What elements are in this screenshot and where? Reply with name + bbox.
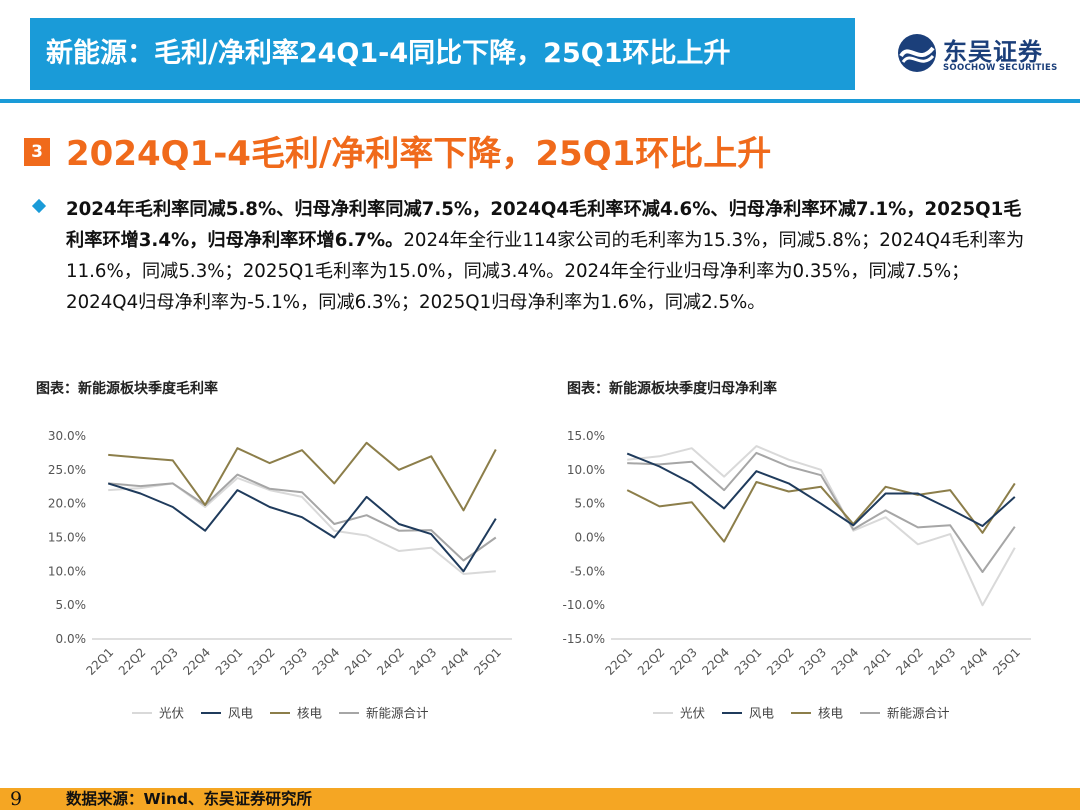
x-tick-label: 25Q1	[471, 645, 504, 678]
legend-item: 光伏	[653, 706, 706, 721]
legend-label: 新能源合计	[366, 706, 429, 721]
x-tick-label: 22Q1	[602, 645, 635, 678]
summary-bold-text: 2024年毛利率同减5.8%、归母净利率同减7.5%，2024Q4毛利率环减4.…	[66, 199, 1022, 251]
x-tick-label: 23Q3	[796, 645, 829, 678]
x-tick-label: 24Q1	[861, 645, 894, 678]
legend-item: 核电	[270, 706, 323, 721]
soochow-logo: 东吴证券 SOOCHOW SECURITIES	[895, 30, 1065, 78]
legend-item: 核电	[791, 706, 844, 721]
series-line-1	[107, 482, 497, 573]
x-tick-label: 24Q2	[374, 645, 407, 678]
y-tick-label: 15.0%	[567, 429, 605, 443]
x-tick-label: 23Q1	[732, 645, 765, 678]
y-tick-label: -5.0%	[570, 564, 605, 578]
section-number-badge: 3	[24, 138, 50, 166]
y-tick-label: 5.0%	[575, 497, 606, 511]
summary-normal-text: 2024年全行业114家公司的毛利率为15.3%，同减5.8%；2024Q4毛利…	[66, 230, 1025, 313]
y-tick-label: -15.0%	[563, 632, 605, 646]
x-tick-label: 24Q4	[439, 645, 472, 678]
series-line-1	[626, 452, 1016, 527]
logo-text-en: SOOCHOW SECURITIES	[943, 63, 1058, 73]
legend-item: 新能源合计	[339, 706, 429, 721]
legend-label: 新能源合计	[887, 706, 950, 721]
y-tick-label: 30.0%	[48, 429, 86, 443]
y-tick-label: 15.0%	[48, 531, 86, 545]
summary-paragraph: 2024年毛利率同减5.8%、归母净利率同减7.5%，2024Q4毛利率环减4.…	[66, 194, 1036, 318]
legend-label: 风电	[228, 706, 254, 721]
x-tick-label: 23Q4	[310, 645, 343, 678]
x-tick-label: 23Q3	[277, 645, 310, 678]
legend-label: 光伏	[680, 706, 706, 721]
x-tick-label: 22Q1	[83, 645, 116, 678]
chart1-caption: 图表：新能源板块季度毛利率	[36, 381, 218, 397]
legend-label: 核电	[818, 706, 844, 721]
page-title: 新能源：毛利/净利率24Q1-4同比下降，25Q1环比上升	[46, 38, 731, 69]
legend-label: 核电	[297, 706, 323, 721]
soochow-logo-icon	[898, 34, 936, 72]
chart2-caption: 图表：新能源板块季度归母净利率	[567, 381, 777, 397]
legend-label: 光伏	[159, 706, 185, 721]
x-tick-label: 22Q3	[667, 645, 700, 678]
net-margin-chart: 15.0%10.0%5.0%0.0%-5.0%-10.0%-15.0%22Q1 2…	[563, 429, 1031, 721]
y-tick-label: 10.0%	[567, 463, 605, 477]
y-tick-label: 5.0%	[56, 598, 87, 612]
y-tick-label: 20.0%	[48, 497, 86, 511]
series-line-2	[626, 481, 1016, 543]
section-title: 2024Q1-4毛利/净利率下降，25Q1环比上升	[66, 134, 772, 174]
series-line-2	[108, 441, 497, 512]
series-line-3	[627, 451, 1016, 573]
x-tick-label: 23Q1	[213, 645, 246, 678]
legend-item: 新能源合计	[860, 706, 950, 721]
legend-label: 风电	[749, 706, 775, 721]
x-tick-label: 23Q2	[764, 645, 797, 678]
header-divider	[0, 99, 1080, 103]
y-tick-label: -10.0%	[563, 598, 605, 612]
x-tick-label: 22Q2	[635, 645, 668, 678]
series-line-0	[627, 445, 1016, 607]
x-tick-label: 22Q4	[180, 645, 213, 678]
page-number: 9	[10, 788, 23, 810]
footer-bar: 9 数据来源：Wind、东吴证券研究所	[0, 788, 1080, 810]
gross-margin-chart: 30.0%25.0%20.0%15.0%10.0%5.0%0.0%22Q1 22Q…	[48, 429, 512, 721]
data-source: 数据来源：Wind、东吴证券研究所	[66, 790, 313, 808]
page-title-bar: 新能源：毛利/净利率24Q1-4同比下降，25Q1环比上升	[30, 18, 855, 90]
legend-item: 风电	[201, 706, 254, 721]
logo-text-cn: 东吴证券	[943, 38, 1043, 66]
x-tick-label: 22Q2	[116, 645, 149, 678]
x-tick-label: 25Q1	[990, 645, 1023, 678]
bullet-diamond-icon	[31, 198, 47, 214]
x-tick-label: 24Q2	[893, 645, 926, 678]
series-line-3	[108, 473, 497, 562]
x-tick-label: 23Q2	[245, 645, 278, 678]
y-tick-label: 10.0%	[48, 564, 86, 578]
y-tick-label: 25.0%	[48, 463, 86, 477]
legend-item: 风电	[722, 706, 775, 721]
x-tick-label: 24Q3	[407, 645, 440, 678]
x-tick-label: 23Q4	[829, 645, 862, 678]
legend-item: 光伏	[132, 706, 185, 721]
y-tick-label: 0.0%	[56, 632, 87, 646]
x-tick-label: 22Q3	[148, 645, 181, 678]
x-tick-label: 24Q4	[958, 645, 991, 678]
x-tick-label: 22Q4	[699, 645, 732, 678]
y-tick-label: 0.0%	[575, 531, 606, 545]
x-tick-label: 24Q3	[926, 645, 959, 678]
x-tick-label: 24Q1	[342, 645, 375, 678]
